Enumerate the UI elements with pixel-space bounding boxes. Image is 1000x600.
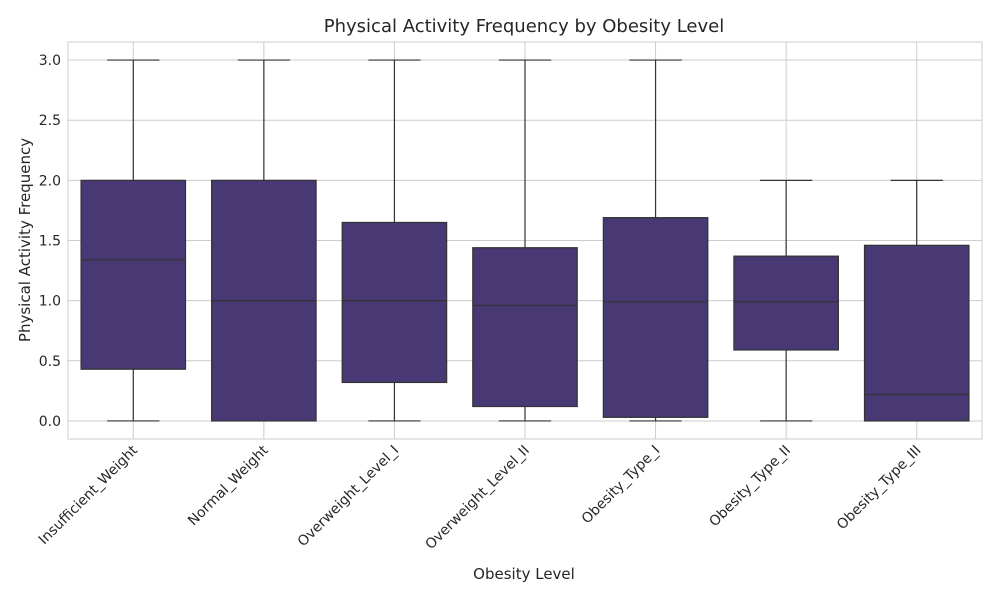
box-rect xyxy=(341,221,448,384)
x-tick-label: Insufficient_Weight xyxy=(36,442,142,548)
x-tick-label: Normal_Weight xyxy=(185,442,272,529)
box-rect xyxy=(733,255,839,351)
chart-title: Physical Activity Frequency by Obesity L… xyxy=(324,16,724,37)
box-rect xyxy=(602,217,709,418)
y-tick-label: 1.5 xyxy=(39,234,61,250)
box-normal-weight xyxy=(211,59,317,422)
y-axis-label: Physical Activity Frequency xyxy=(16,138,34,342)
y-axis-ticks: 0.0 0.5 1.0 1.5 2.0 2.5 3.0 xyxy=(39,53,61,430)
y-tick-label: 2.0 xyxy=(39,173,61,189)
box-rect xyxy=(863,244,970,422)
box-obesity-type-i xyxy=(602,59,709,422)
box-series xyxy=(80,59,970,422)
box-rect xyxy=(80,179,187,370)
x-tick-label: Overweight_Level_I xyxy=(295,443,402,550)
box-overweight-level-ii xyxy=(472,59,578,422)
x-tick-label: Overweight_Level_II xyxy=(422,443,532,553)
box-obesity-type-iii xyxy=(863,179,970,422)
x-axis-label: Obesity Level xyxy=(473,565,575,583)
x-axis-ticks: Insufficient_Weight Normal_Weight Overweig… xyxy=(36,442,925,553)
x-tick-label: Obesity_Type_I xyxy=(579,443,664,528)
box-insufficient-weight xyxy=(80,59,187,422)
box-overweight-level-i xyxy=(341,59,448,422)
y-tick-label: 0.5 xyxy=(39,354,61,370)
y-tick-label: 0.0 xyxy=(39,414,61,430)
x-tick-label: Obesity_Type_III xyxy=(834,443,925,534)
y-tick-label: 1.0 xyxy=(39,294,61,310)
x-tick-label: Obesity_Type_II xyxy=(706,443,794,531)
y-tick-label: 3.0 xyxy=(39,53,61,69)
plot-frame xyxy=(67,41,983,440)
box-obesity-type-ii xyxy=(733,179,839,422)
box-rect xyxy=(472,247,578,408)
y-tick-label: 2.5 xyxy=(39,113,61,129)
